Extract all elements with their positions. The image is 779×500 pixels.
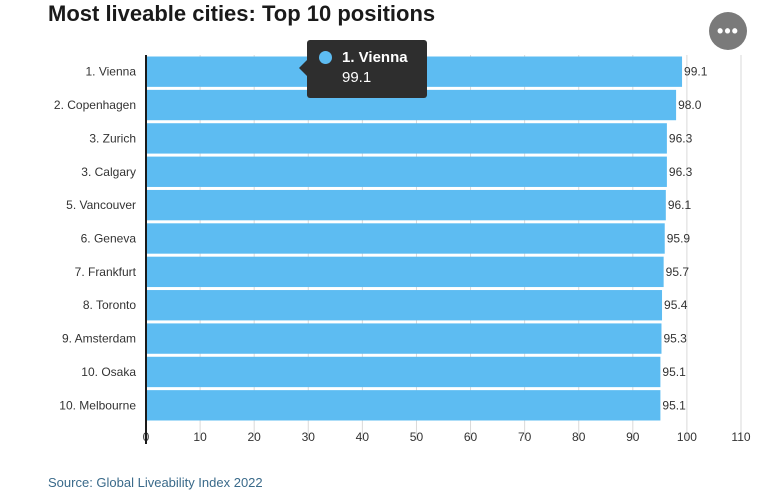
value-label: 95.1 — [662, 365, 686, 379]
value-label: 99.1 — [684, 65, 708, 79]
chart-menu-button[interactable]: ••• — [709, 12, 747, 50]
bar[interactable] — [146, 290, 663, 321]
x-tick-label: 60 — [464, 430, 478, 444]
x-tick-label: 20 — [248, 430, 262, 444]
x-tick-label: 80 — [572, 430, 586, 444]
tooltip: 1. Vienna 99.1 — [299, 40, 427, 98]
category-labels: 1. Vienna 2. Copenhagen 3. Zurich 3. Calgar… — [54, 65, 137, 413]
bars — [146, 56, 683, 421]
bar[interactable] — [146, 156, 667, 187]
x-tick-label: 30 — [302, 430, 316, 444]
x-tick-label: 100 — [677, 430, 697, 444]
tooltip-label: 1. Vienna — [342, 49, 408, 66]
x-tick-label: 50 — [410, 430, 424, 444]
category-label: 1. Vienna — [86, 65, 137, 79]
value-label: 95.9 — [667, 232, 691, 246]
value-label: 95.3 — [663, 332, 687, 346]
x-tick-labels: 0102030405060708090100110 — [143, 430, 751, 444]
x-tick-label: 40 — [356, 430, 370, 444]
value-label: 96.1 — [668, 198, 692, 212]
value-label: 96.3 — [669, 165, 693, 179]
value-label: 95.4 — [664, 298, 688, 312]
bar[interactable] — [146, 123, 667, 154]
bar[interactable] — [146, 256, 664, 288]
value-label: 98.0 — [678, 98, 702, 112]
category-label: 7. Frankfurt — [75, 265, 137, 279]
category-label: 10. Osaka — [81, 365, 136, 379]
bar[interactable] — [146, 356, 661, 388]
category-label: 8. Toronto — [83, 298, 136, 312]
tooltip-value: 99.1 — [342, 69, 372, 86]
tooltip-series-dot — [319, 51, 332, 64]
x-tick-label: 10 — [193, 430, 207, 444]
category-label: 10. Melbourne — [59, 398, 136, 412]
x-tick-label: 110 — [731, 430, 750, 444]
category-label: 5. Vancouver — [66, 198, 136, 212]
x-tick-label: 90 — [626, 430, 640, 444]
chart-title: Most liveable cities: Top 10 positions — [48, 1, 436, 26]
x-tick-label: 70 — [518, 430, 532, 444]
value-labels: 99.1 98.0 96.3 96.3 96.1 95.9 95.7 95.4 95.3 95.1… — [662, 65, 707, 413]
value-label: 95.1 — [662, 398, 686, 412]
bar[interactable] — [146, 189, 666, 221]
bar[interactable] — [146, 223, 665, 254]
category-label: 3. Calgary — [81, 165, 136, 179]
bar[interactable] — [146, 390, 661, 421]
category-label: 3. Zurich — [89, 131, 136, 145]
bar[interactable] — [146, 323, 662, 354]
value-label: 96.3 — [669, 131, 693, 145]
category-label: 9. Amsterdam — [62, 332, 136, 346]
category-label: 6. Geneva — [81, 232, 137, 246]
category-label: 2. Copenhagen — [54, 98, 136, 112]
value-label: 95.7 — [666, 265, 690, 279]
source-note: Source: Global Liveability Index 2022 — [48, 475, 263, 490]
